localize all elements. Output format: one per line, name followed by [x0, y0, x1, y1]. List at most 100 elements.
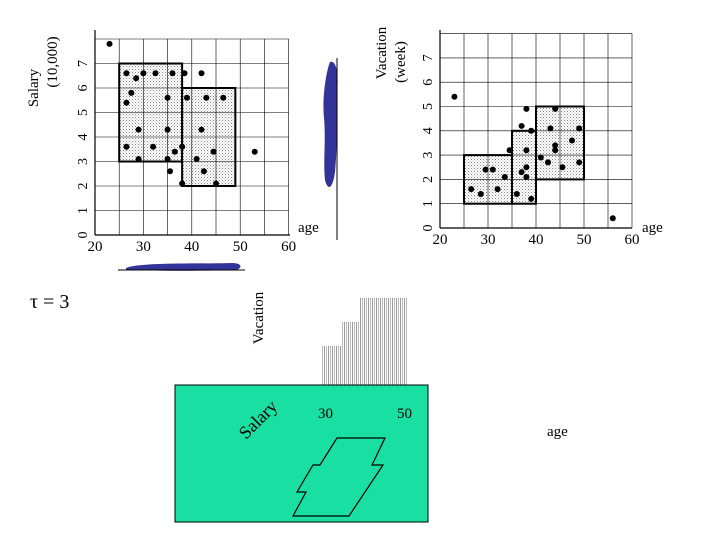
left-data-point — [169, 70, 176, 77]
right-data-point — [552, 105, 559, 112]
salary-marginal-blob — [323, 61, 338, 187]
right-data-point — [468, 186, 475, 193]
right-y-tick: 6 — [421, 79, 436, 86]
right-data-point — [489, 166, 496, 173]
vacation-axis-label: Vacation — [251, 291, 267, 344]
left-grid — [94, 38, 289, 236]
right-data-point — [552, 147, 559, 154]
left-data-point — [198, 126, 205, 133]
right-data-point — [518, 169, 525, 176]
left-data-point — [140, 70, 147, 77]
right-data-point — [528, 127, 535, 134]
right-y-tick: 5 — [421, 103, 436, 110]
cube-tick-30: 30 — [318, 406, 333, 422]
right-x-tick: 20 — [433, 232, 448, 248]
left-x-tick: 60 — [281, 239, 296, 255]
left-data-points — [106, 40, 258, 187]
left-data-point — [210, 148, 217, 155]
left-outlier-point — [106, 40, 113, 47]
right-data-point — [523, 164, 530, 171]
right-y-tick: 1 — [421, 200, 436, 207]
left-data-point — [179, 143, 186, 150]
right-y-tick: 3 — [421, 152, 436, 159]
vacation-age-plot: 0 1 2 3 4 5 6 7 20 30 40 50 60 Vacation (week) age — [374, 26, 663, 248]
right-data-point — [576, 125, 583, 132]
right-y-title-line2: (week) — [393, 41, 409, 83]
right-y-title-line1: Vacation — [374, 26, 390, 79]
right-data-point — [523, 147, 530, 154]
left-data-point — [135, 156, 142, 163]
cube-tick-50: 50 — [397, 406, 412, 422]
left-y-tick: 4 — [76, 134, 91, 141]
left-data-point — [183, 94, 190, 101]
right-data-point — [559, 164, 566, 171]
right-y-tick: 2 — [421, 176, 436, 183]
salary-age-plot: 0 1 2 3 4 5 6 7 20 30 40 50 60 Salary (10,000) age — [26, 30, 319, 255]
right-y-tick: 0 — [421, 225, 436, 232]
left-data-point — [171, 148, 178, 155]
right-data-point — [576, 159, 583, 166]
left-y-tick: 6 — [76, 85, 91, 92]
right-x-tick-labels: 20 30 40 50 60 — [433, 232, 640, 248]
left-data-point — [150, 143, 157, 150]
right-data-point — [513, 190, 520, 197]
left-data-point — [198, 70, 205, 77]
left-data-point — [251, 148, 258, 155]
left-axes — [94, 30, 290, 236]
left-data-point — [220, 94, 227, 101]
right-x-tick: 30 — [481, 232, 496, 248]
right-x-tick: 50 — [577, 232, 592, 248]
left-x-title: age — [298, 220, 319, 236]
left-x-tick: 40 — [184, 239, 199, 255]
tau-label: τ = 3 — [30, 291, 69, 313]
left-data-point — [193, 156, 200, 163]
left-y-tick: 3 — [76, 158, 91, 165]
left-dense-region — [118, 62, 237, 187]
right-y-tick: 4 — [421, 127, 436, 134]
left-data-point — [181, 70, 188, 77]
right-x-tick: 40 — [529, 232, 544, 248]
left-data-point — [213, 180, 219, 187]
left-x-tick: 30 — [136, 239, 151, 255]
right-axes — [439, 30, 632, 229]
vacation-projection-blocks — [322, 298, 408, 386]
left-y-tick: 7 — [76, 60, 91, 67]
right-data-point — [569, 137, 575, 144]
right-data-point — [501, 173, 508, 180]
left-data-point — [164, 156, 171, 163]
left-y-tick: 5 — [76, 109, 91, 116]
right-data-point — [545, 159, 551, 166]
left-data-point — [123, 70, 130, 77]
left-data-point — [135, 126, 142, 133]
right-data-point — [552, 142, 559, 149]
right-data-point — [537, 154, 544, 161]
right-data-point — [523, 173, 530, 180]
left-x-tick-labels: 20 30 40 50 60 — [88, 239, 297, 255]
left-data-point — [179, 180, 186, 187]
age-marginal-blob — [126, 263, 241, 271]
right-data-point — [506, 147, 513, 154]
right-y-tick-labels: 0 1 2 3 4 5 6 7 — [421, 54, 436, 231]
left-x-tick: 20 — [88, 239, 103, 255]
right-data-point — [494, 186, 501, 193]
right-x-tick: 60 — [625, 232, 640, 248]
right-data-point — [518, 122, 525, 129]
left-y-tick-labels: 0 1 2 3 4 5 6 7 — [76, 60, 91, 239]
right-outlier-point — [451, 93, 458, 100]
right-outlier-point — [609, 215, 616, 222]
right-data-point — [528, 195, 535, 202]
left-data-point — [200, 168, 207, 175]
left-data-point — [164, 126, 171, 133]
left-data-point — [128, 89, 135, 96]
right-x-title: age — [642, 220, 663, 236]
left-y-tick: 0 — [76, 232, 91, 239]
left-y-tick: 2 — [76, 183, 91, 190]
left-y-tick: 1 — [76, 207, 91, 214]
left-y-title-line1: Salary — [26, 68, 42, 107]
left-data-point — [203, 94, 210, 101]
left-data-point — [123, 143, 130, 150]
left-data-point — [164, 94, 171, 101]
left-data-point — [152, 70, 159, 77]
right-data-points — [451, 93, 616, 222]
